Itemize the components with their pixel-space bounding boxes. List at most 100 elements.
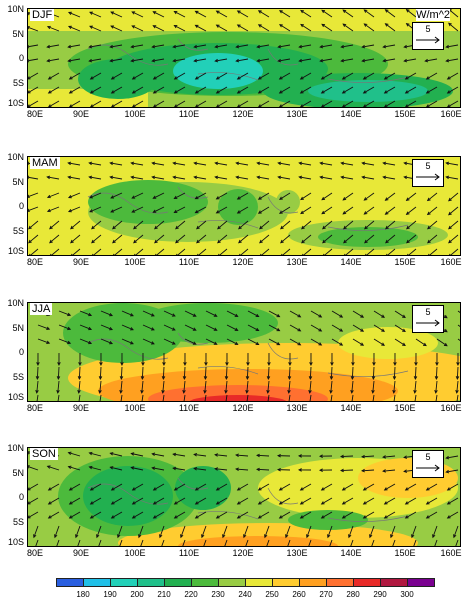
lon-tick-label: 130E <box>286 257 307 267</box>
lat-tick-label: 0 <box>0 347 24 357</box>
lat-tick-label: 10N <box>0 4 24 14</box>
lon-tick-label: 150E <box>394 257 415 267</box>
colorbar-segment <box>299 578 327 587</box>
lon-tick-label: 160E <box>440 548 461 558</box>
colorbar-tick-label: 300 <box>400 590 413 599</box>
lon-tick-label: 100E <box>124 109 145 119</box>
lon-tick-label: 150E <box>394 403 415 413</box>
lon-tick-label: 150E <box>394 109 415 119</box>
colorbar-segment <box>326 578 354 587</box>
colorbar-tick-label: 210 <box>157 590 170 599</box>
lon-tick-label: 160E <box>440 403 461 413</box>
colorbar-segment <box>164 578 192 587</box>
lon-tick-label: 140E <box>340 548 361 558</box>
lon-tick-label: 100E <box>124 257 145 267</box>
colorbar-tick-label: 280 <box>346 590 359 599</box>
colorbar-segment <box>407 578 435 587</box>
olr-contour <box>318 227 418 247</box>
lat-tick-label: 10S <box>0 246 24 256</box>
lon-tick-label: 160E <box>440 109 461 119</box>
season-label: MAM <box>30 157 60 169</box>
colorbar-tick-label: 270 <box>319 590 332 599</box>
lon-tick-label: 110E <box>179 403 199 413</box>
lon-tick-label: 120E <box>232 109 253 119</box>
reference-vector-box: 5 <box>412 450 444 478</box>
olr-contour <box>83 466 173 526</box>
lon-tick-label: 90E <box>73 109 89 119</box>
lat-tick-label: 0 <box>0 53 24 63</box>
colorbar-tick-label: 260 <box>292 590 305 599</box>
map-plot: MAM 5 <box>27 156 461 256</box>
reference-vector-box: 5 <box>412 305 444 333</box>
lat-tick-label: 5S <box>0 372 24 382</box>
olr-contour <box>308 80 428 102</box>
colorbar-tick-label: 290 <box>373 590 386 599</box>
lat-tick-label: 5N <box>0 468 24 478</box>
units-label: W/m^2 <box>416 9 450 21</box>
lon-tick-label: 160E <box>440 257 461 267</box>
olr-contour <box>173 53 263 89</box>
olr-field <box>28 448 460 546</box>
lon-tick-label: 140E <box>340 257 361 267</box>
lon-tick-label: 80E <box>27 257 43 267</box>
colorbar-tick-label: 220 <box>184 590 197 599</box>
olr-contour <box>175 466 231 510</box>
lon-tick-label: 80E <box>27 403 43 413</box>
lat-tick-label: 5S <box>0 78 24 88</box>
lon-tick-label: 150E <box>394 548 415 558</box>
colorbar-segment <box>218 578 246 587</box>
colorbar-segment <box>83 578 111 587</box>
colorbar-tick-label: 240 <box>238 590 251 599</box>
reference-vector-box: 5 <box>412 159 444 187</box>
lon-tick-label: 140E <box>340 403 361 413</box>
map-plot: JJA 5 <box>27 302 461 402</box>
lon-tick-label: 110E <box>179 257 199 267</box>
lat-tick-label: 0 <box>0 492 24 502</box>
lon-tick-label: 90E <box>73 257 89 267</box>
lat-tick-label: 5N <box>0 323 24 333</box>
olr-contour <box>138 303 278 343</box>
reference-vector-label: 5 <box>413 452 443 462</box>
lat-tick-label: 10N <box>0 298 24 308</box>
reference-vector-box: 5 <box>412 22 444 50</box>
lat-tick-label: 10N <box>0 152 24 162</box>
colorbar-tick-label: 200 <box>130 590 143 599</box>
olr-field <box>28 303 460 401</box>
colorbar-tick-label: 180 <box>76 590 89 599</box>
olr-contour <box>88 180 208 224</box>
colorbar-segment <box>380 578 408 587</box>
reference-vector-label: 5 <box>413 161 443 171</box>
reference-arrow-icon <box>415 173 441 181</box>
reference-vector-label: 5 <box>413 24 443 34</box>
lon-tick-label: 130E <box>286 403 307 413</box>
olr-contour <box>78 59 158 99</box>
lon-tick-label: 130E <box>286 548 307 558</box>
lat-tick-label: 5S <box>0 226 24 236</box>
lat-tick-label: 5N <box>0 177 24 187</box>
lon-tick-label: 120E <box>232 548 253 558</box>
lon-tick-label: 120E <box>232 257 253 267</box>
reference-arrow-icon <box>415 319 441 327</box>
lon-tick-label: 110E <box>179 109 199 119</box>
lat-tick-label: 5N <box>0 29 24 39</box>
lon-tick-label: 130E <box>286 109 307 119</box>
colorbar-segment <box>137 578 165 587</box>
lon-tick-label: 110E <box>179 548 199 558</box>
olr-field <box>28 9 460 107</box>
season-label: JJA <box>30 303 52 315</box>
lon-tick-label: 90E <box>73 548 89 558</box>
lat-tick-label: 10S <box>0 537 24 547</box>
colorbar-tick-label: 230 <box>211 590 224 599</box>
lon-tick-label: 140E <box>340 109 361 119</box>
olr-contour <box>288 510 368 530</box>
lat-tick-label: 10S <box>0 392 24 402</box>
colorbar-segment <box>56 578 84 587</box>
reference-arrow-icon <box>415 464 441 472</box>
colorbar-tick-label: 250 <box>265 590 278 599</box>
lon-tick-label: 80E <box>27 109 43 119</box>
reference-vector-label: 5 <box>413 307 443 317</box>
lon-tick-label: 100E <box>124 548 145 558</box>
colorbar-segment <box>272 578 300 587</box>
lon-tick-label: 80E <box>27 548 43 558</box>
